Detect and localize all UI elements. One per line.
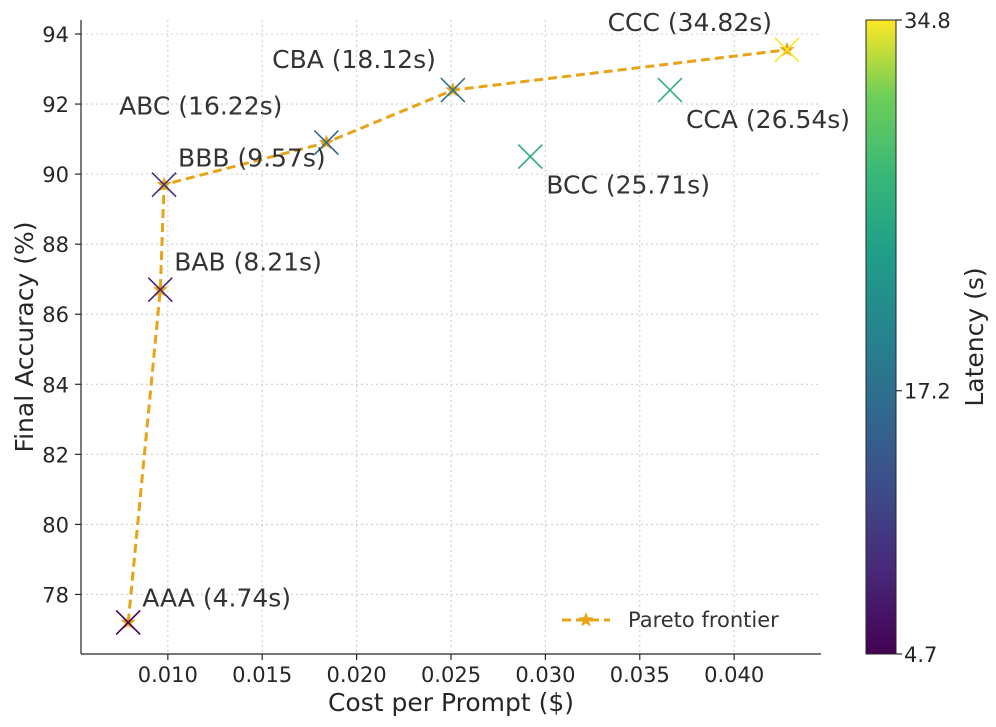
y-tick-label: 90 bbox=[42, 163, 69, 187]
y-axis-title: Final Accuracy (%) bbox=[10, 222, 39, 453]
x-tick-label: 0.035 bbox=[610, 663, 670, 687]
colorbar-ticks: 34.8 17.2 4.7 bbox=[896, 9, 951, 667]
data-point-marker bbox=[440, 77, 466, 103]
y-tick-label: 86 bbox=[42, 303, 69, 327]
y-ticks: 78 80 82 84 86 88 90 92 94 bbox=[42, 23, 81, 607]
data-point-marker bbox=[151, 172, 177, 198]
point-label: ABC (16.22s) bbox=[119, 92, 282, 121]
colorbar-tick-label: 34.8 bbox=[904, 9, 951, 33]
colorbar: 34.8 17.2 4.7 Latency (s) bbox=[865, 9, 989, 667]
colorbar-tick-label: 4.7 bbox=[904, 643, 937, 667]
point-labels: AAA (4.74s) BAB (8.21s) BBB (9.57s) ABC (16… bbox=[119, 8, 850, 613]
data-point-marker bbox=[147, 277, 173, 303]
x-tick-label: 0.010 bbox=[138, 663, 198, 687]
data-point-marker bbox=[115, 609, 141, 636]
colorbar-gradient bbox=[865, 19, 897, 655]
y-tick-label: 80 bbox=[42, 513, 69, 537]
point-label: BCC (25.71s) bbox=[546, 171, 710, 200]
data-point-marker bbox=[774, 37, 800, 63]
y-tick-label: 92 bbox=[42, 93, 69, 117]
x-axis-title: Cost per Prompt ($) bbox=[328, 688, 574, 717]
y-tick-label: 94 bbox=[42, 23, 69, 47]
point-label: AAA (4.74s) bbox=[142, 583, 291, 612]
point-label: CCA (26.54s) bbox=[686, 105, 850, 134]
data-point-marker bbox=[657, 77, 683, 103]
point-label: BAB (8.21s) bbox=[174, 248, 322, 277]
colorbar-title: Latency (s) bbox=[960, 267, 989, 406]
x-tick-label: 0.025 bbox=[421, 663, 481, 687]
x-tick-label: 0.015 bbox=[232, 663, 292, 687]
x-ticks: 0.010 0.015 0.020 0.025 0.030 0.035 0.040 bbox=[138, 654, 764, 687]
y-tick-label: 84 bbox=[42, 373, 69, 397]
pareto-frontier-line bbox=[126, 48, 788, 623]
x-tick-label: 0.020 bbox=[327, 663, 387, 687]
legend: Pareto frontier bbox=[562, 608, 779, 632]
y-tick-label: 82 bbox=[42, 443, 69, 467]
point-label: BBB (9.57s) bbox=[178, 144, 326, 173]
x-tick-label: 0.030 bbox=[515, 663, 575, 687]
colorbar-tick-label: 17.2 bbox=[904, 380, 951, 404]
y-tick-label: 78 bbox=[42, 583, 69, 607]
grid-lines bbox=[81, 20, 821, 654]
point-label: CBA (18.12s) bbox=[272, 45, 436, 74]
x-tick-label: 0.040 bbox=[704, 663, 764, 687]
data-point-marker bbox=[313, 130, 339, 156]
point-label: CCC (34.82s) bbox=[608, 8, 772, 37]
data-point-marker bbox=[517, 144, 543, 170]
y-tick-label: 88 bbox=[42, 233, 69, 257]
legend-star-marker bbox=[578, 612, 594, 627]
data-points bbox=[115, 37, 800, 636]
legend-label: Pareto frontier bbox=[628, 608, 779, 632]
